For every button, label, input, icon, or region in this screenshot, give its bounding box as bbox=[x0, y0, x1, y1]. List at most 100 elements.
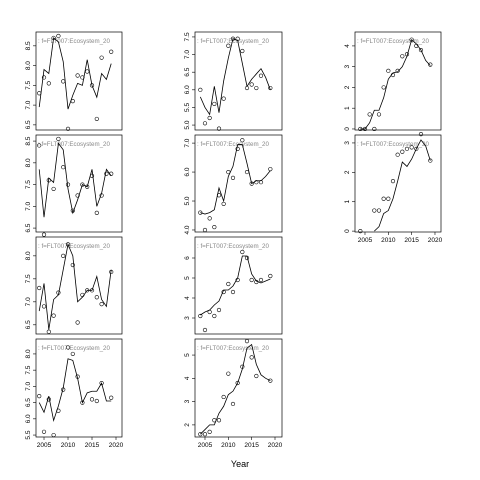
panel: : f=FLT007:Ecosystem_20 3 4 5 6 bbox=[184, 236, 283, 335]
y-tick-label: 7.5 bbox=[184, 32, 191, 41]
data-point bbox=[85, 69, 90, 74]
panel-title: : f=FLT007:Ecosystem_20 bbox=[197, 243, 269, 250]
data-point bbox=[109, 49, 114, 54]
y-tick-label: 6.0 bbox=[184, 85, 191, 94]
y-tick-label: 5.5 bbox=[184, 103, 191, 112]
y-tick-label: 8.0 bbox=[25, 61, 32, 70]
y-tick-label: 3 bbox=[344, 64, 351, 68]
data-point bbox=[94, 210, 99, 215]
data-point bbox=[70, 351, 75, 357]
x-tick-label: 2005 bbox=[358, 237, 373, 244]
y-tick-label: 3 bbox=[184, 399, 191, 403]
data-point bbox=[230, 289, 236, 295]
data-point bbox=[61, 79, 66, 84]
y-tick-label: 1 bbox=[344, 106, 351, 110]
data-point bbox=[249, 181, 254, 186]
panel-frame bbox=[35, 134, 123, 233]
data-point bbox=[198, 210, 203, 215]
data-point bbox=[70, 262, 75, 268]
panel: : f=FLT007:Ecosystem_20 4.0 5.0 6.0 7.0 bbox=[184, 134, 283, 234]
data-point bbox=[51, 432, 56, 438]
data-point bbox=[46, 81, 51, 86]
y-tick-label: 7.0 bbox=[25, 297, 32, 306]
data-point bbox=[75, 193, 80, 198]
data-point bbox=[268, 167, 273, 172]
y-tick-label: 0 bbox=[344, 229, 351, 233]
y-tick-label: 7.5 bbox=[25, 365, 32, 374]
data-point bbox=[89, 397, 95, 402]
y-tick-label: 3 bbox=[184, 316, 191, 320]
data-point bbox=[104, 171, 109, 176]
data-point bbox=[428, 158, 433, 163]
y-tick-label: 6 bbox=[184, 256, 191, 260]
y-tick-label: 6.0 bbox=[184, 167, 191, 176]
data-point bbox=[109, 395, 114, 400]
data-point bbox=[268, 273, 273, 279]
data-point bbox=[409, 37, 414, 42]
y-tick-label: 2 bbox=[344, 85, 351, 89]
panel-title: : f=FLT007:Ecosystem_20 bbox=[357, 141, 429, 148]
data-point bbox=[386, 68, 391, 73]
x-axis-label: Year bbox=[231, 459, 249, 469]
panel: : f=FLT007:Ecosystem_20 6.5 7.0 7.5 8.0 bbox=[25, 236, 123, 335]
y-tick-label: 6.5 bbox=[184, 67, 191, 76]
data-point bbox=[37, 143, 42, 148]
y-tick-label: 8.0 bbox=[25, 158, 32, 167]
fit-line bbox=[200, 144, 271, 215]
data-point bbox=[85, 184, 90, 189]
data-point bbox=[418, 132, 424, 137]
data-point bbox=[376, 208, 382, 213]
data-point bbox=[221, 96, 226, 101]
data-point bbox=[202, 227, 208, 233]
y-tick-label: 8.0 bbox=[25, 251, 32, 260]
data-point bbox=[244, 169, 250, 175]
data-point bbox=[216, 307, 222, 313]
data-point bbox=[230, 36, 236, 41]
data-point bbox=[212, 224, 217, 230]
data-point bbox=[51, 313, 56, 318]
data-point bbox=[244, 338, 250, 344]
y-tick-label: 4.0 bbox=[184, 225, 191, 234]
x-tick-label: 2020 bbox=[268, 442, 283, 449]
fit-line bbox=[200, 255, 271, 316]
data-point bbox=[376, 112, 382, 117]
data-point bbox=[418, 47, 424, 53]
data-point bbox=[414, 146, 419, 151]
panel-frame bbox=[354, 134, 442, 233]
x-tick-label: 2020 bbox=[428, 237, 443, 244]
data-point bbox=[212, 101, 217, 107]
panel: : f=FLT007:Ecosystem_20 5.0 5.5 6.0 6.5 7.0 7.… bbox=[184, 31, 283, 131]
y-tick-label: 0 bbox=[344, 127, 351, 131]
data-point bbox=[381, 85, 386, 90]
x-tick-label: 2005 bbox=[198, 442, 213, 449]
panel-frame bbox=[194, 236, 283, 335]
panel-frame bbox=[194, 31, 283, 131]
data-point bbox=[249, 355, 254, 360]
data-point bbox=[386, 196, 391, 201]
data-point bbox=[254, 373, 259, 379]
data-point bbox=[37, 285, 42, 291]
y-tick-label: 6.5 bbox=[25, 320, 32, 329]
data-point bbox=[221, 201, 226, 207]
data-point bbox=[372, 208, 377, 213]
y-tick-label: 7.5 bbox=[25, 180, 32, 189]
panel-title: : f=FLT007:Ecosystem_20 bbox=[38, 243, 110, 250]
data-point bbox=[216, 126, 222, 131]
y-tick-label: 8.5 bbox=[25, 136, 32, 145]
data-point bbox=[221, 394, 226, 400]
y-tick-label: 1 bbox=[344, 200, 351, 204]
data-point bbox=[99, 55, 104, 60]
data-point bbox=[46, 329, 51, 334]
data-point bbox=[61, 253, 66, 258]
data-point bbox=[51, 186, 56, 192]
panel-title: : f=FLT007:Ecosystem_20 bbox=[197, 141, 269, 148]
data-point bbox=[41, 232, 47, 237]
data-point bbox=[80, 182, 85, 187]
panel-title: : f=FLT007:Ecosystem_20 bbox=[38, 38, 110, 45]
data-point bbox=[390, 179, 396, 184]
data-point bbox=[268, 378, 273, 383]
data-point bbox=[268, 85, 273, 91]
fit-line bbox=[360, 38, 431, 130]
y-tick-label: 8.5 bbox=[25, 41, 32, 50]
y-tick-label: 7.0 bbox=[25, 201, 32, 210]
